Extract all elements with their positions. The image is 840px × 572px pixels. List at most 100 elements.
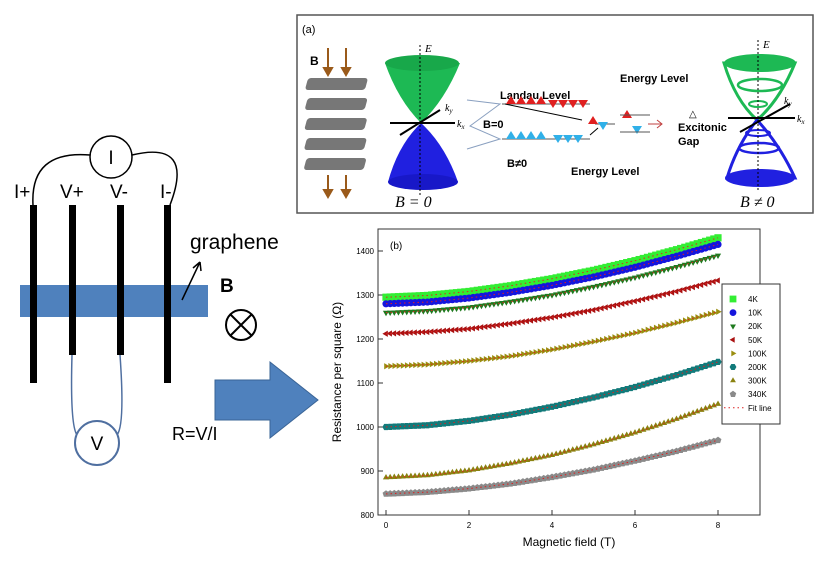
data-point [461,326,467,333]
data-point [508,353,515,360]
axis-e-bnonzero: E [762,39,770,51]
axis-kx-bnonzero: kx [797,114,805,126]
field-arrows [322,48,352,200]
data-point [502,321,509,328]
data-point [467,357,473,365]
data-point [546,347,552,354]
data-point [666,321,672,328]
axis-kx-b0: kx [457,119,465,131]
data-point [635,255,643,264]
legend-label: 10K [748,309,763,318]
data-point [631,275,639,281]
data-point [706,279,712,286]
data-point [529,349,535,356]
data-point [587,339,593,346]
legend-label: 50K [748,336,763,345]
data-point [579,340,585,348]
data-point [544,293,551,300]
electrode-i-minus [164,205,171,383]
data-point [407,329,413,336]
data-point [394,293,403,301]
data-point [570,342,577,349]
data-point [714,400,722,406]
data-point [664,248,672,256]
data-point [616,333,622,340]
data-point [537,348,544,355]
data-point [515,319,521,326]
data-point [469,287,477,295]
data-point [652,251,660,259]
data-point [478,303,485,310]
data-point [560,312,567,319]
voltmeter-label: V [91,434,104,455]
data-point [677,263,684,270]
energy-level-top-label: Energy Level [620,73,688,85]
data-point [701,280,708,287]
big-arrow-icon [214,360,319,440]
data-point [685,261,693,268]
data-point [689,409,697,415]
data-point [673,265,680,271]
data-point [448,289,456,297]
data-point [648,423,655,430]
graphene-label: graphene [190,231,279,254]
data-point [444,289,452,298]
data-point [678,318,685,325]
data-point [656,420,664,427]
data-point [598,264,606,273]
data-point [498,283,506,291]
data-point [436,307,444,314]
data-point [697,281,704,288]
voltmeter [74,420,120,466]
data-point [594,265,602,273]
fit-line [385,254,719,314]
data-point [382,474,390,480]
landau-level-diagram [466,96,663,150]
panel-b-tag: (b) [390,241,402,252]
data-point [670,320,676,327]
data-point [683,317,689,324]
data-point [681,262,688,269]
series-200K [382,358,722,431]
panel-a-field-label: B [310,54,319,68]
data-point [595,337,602,344]
series-300K [382,400,722,480]
data-point [483,355,490,363]
data-point [649,325,656,332]
data-point [400,362,407,369]
data-point [573,309,579,317]
data-point [420,472,427,478]
data-point [586,285,593,292]
legend-marker [730,324,736,330]
data-point [581,268,589,276]
data-point [494,322,500,329]
data-point [672,246,681,254]
data-point [662,322,668,329]
measurement-setup: I I+ V+ V- I- V graphene B R=V/I [14,135,319,466]
data-point [689,241,697,249]
data-point [695,314,701,321]
data-point [424,309,431,315]
data-point [589,266,598,274]
legend-marker [729,336,735,343]
data-point [608,335,614,342]
data-point [577,309,583,316]
data-point [517,351,523,358]
data-point [693,240,701,248]
data-point [560,272,569,280]
data-point [677,244,685,253]
label-i-plus: I+ [14,182,30,203]
data-point [658,323,664,330]
legend-marker [731,350,737,357]
data-point [565,311,571,318]
data-point [528,296,535,302]
data-point [556,312,563,320]
graphene-pointer-arrow [181,261,202,301]
data-point [386,293,394,301]
data-point [404,362,411,369]
data-point [521,351,527,358]
data-point [644,425,651,431]
data-point [512,352,519,359]
data-point [535,277,544,285]
